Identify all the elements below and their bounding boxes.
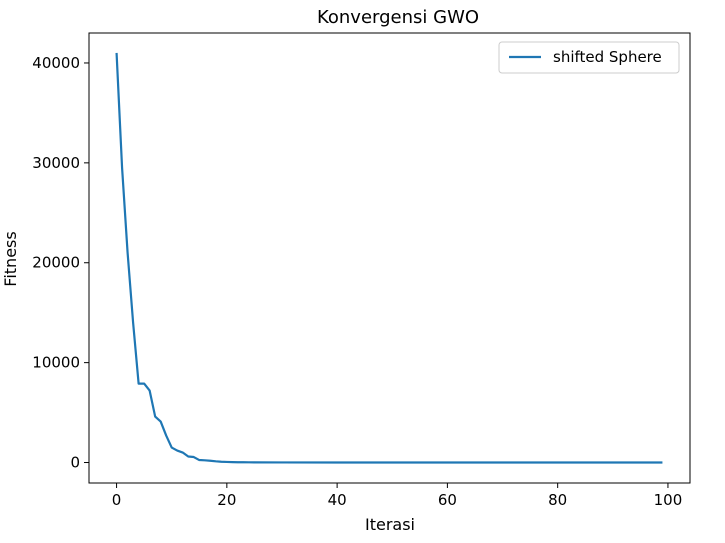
y-tick-label: 0 (70, 454, 80, 472)
legend-label: shifted Sphere (553, 48, 662, 66)
x-tick-label: 0 (112, 491, 122, 509)
legend-box (498, 41, 680, 74)
chart-title: Konvergensi GWO (317, 7, 479, 28)
x-tick-label: 100 (654, 491, 683, 509)
y-tick-label: 30000 (32, 154, 80, 172)
legend: shifted Sphere (498, 41, 680, 74)
x-axis-label: Iterasi (365, 515, 415, 534)
plot-area: 0 20 40 60 80 100 0 10000 20000 30000 40000 (32, 32, 691, 509)
y-tick-label: 10000 (32, 354, 80, 372)
x-tick-label: 80 (548, 491, 567, 509)
x-tick-label: 40 (328, 491, 347, 509)
x-tick-label: 20 (217, 491, 236, 509)
x-tick-label: 60 (438, 491, 457, 509)
axes-frame (88, 32, 691, 484)
y-axis-label: Fitness (1, 231, 20, 286)
y-tick-label: 40000 (32, 54, 80, 72)
series-line (115, 52, 663, 464)
y-tick-label: 20000 (32, 254, 80, 272)
